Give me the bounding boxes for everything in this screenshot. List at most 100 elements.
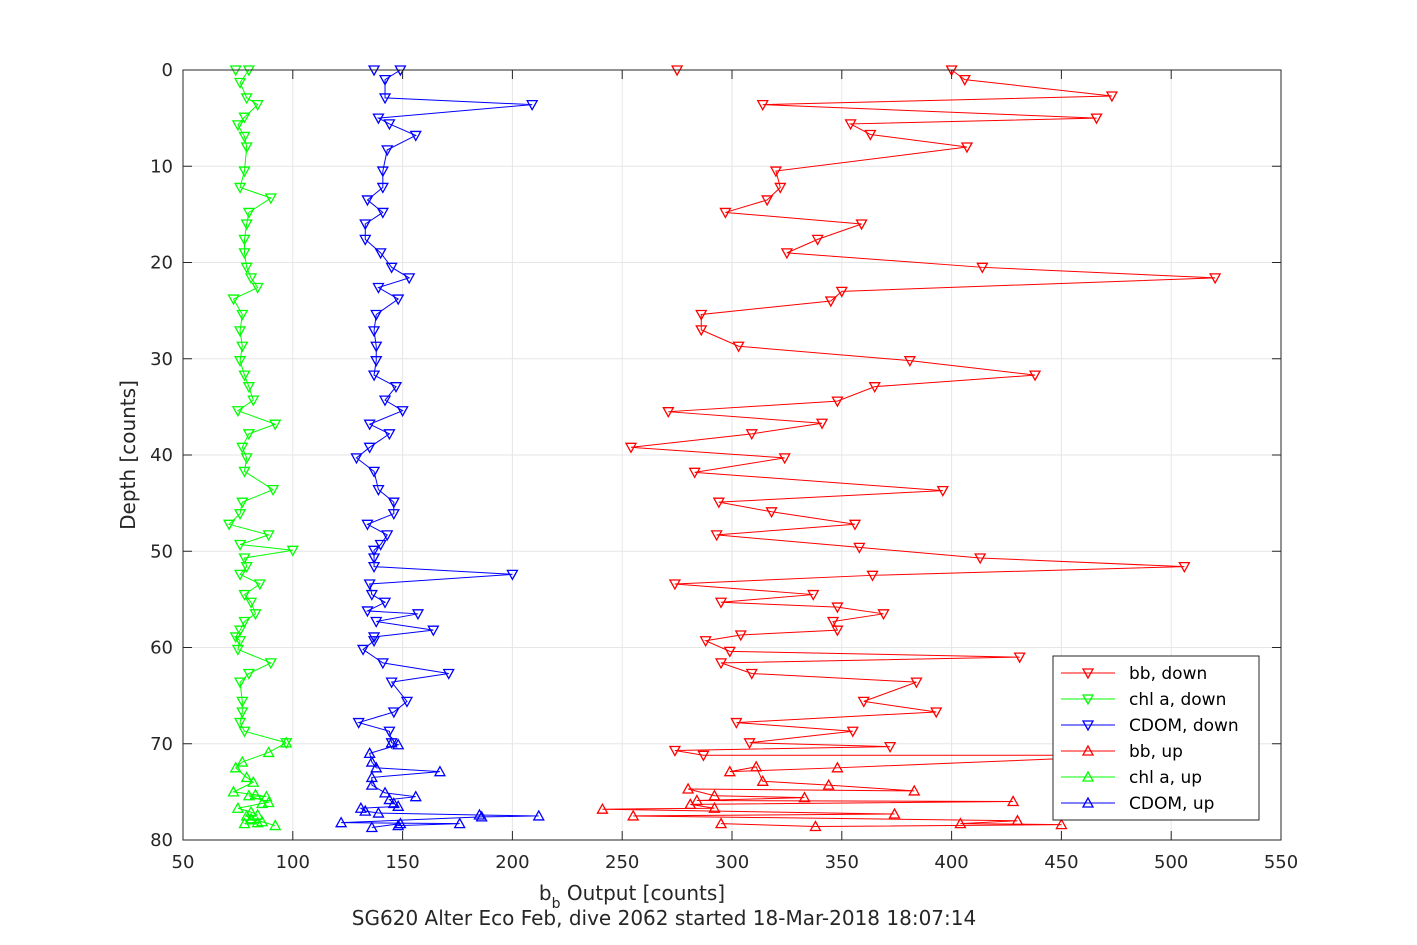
chl-down-point bbox=[227, 294, 240, 306]
bb-down-point bbox=[1209, 273, 1222, 285]
bb-down-point bbox=[697, 750, 710, 762]
bb-down-point bbox=[688, 467, 701, 479]
cdom-down-series bbox=[350, 65, 539, 750]
chart-title: SG620 Alter Eco Feb, dive 2062 started 1… bbox=[352, 906, 976, 930]
cdom-down-point bbox=[367, 370, 381, 382]
bb-up-point bbox=[1011, 814, 1024, 826]
legend-entry-label: bb, down bbox=[1129, 664, 1207, 684]
chl-up-point bbox=[255, 797, 269, 809]
cdom-up-point bbox=[378, 786, 392, 798]
bb-down-point bbox=[756, 100, 769, 111]
cdom-up-series bbox=[335, 736, 545, 833]
legend-entry-label: chl a, up bbox=[1129, 768, 1202, 788]
bb-down-point bbox=[815, 418, 829, 430]
cdom-down-point bbox=[387, 509, 400, 521]
cdom-down-point bbox=[359, 234, 372, 246]
chl-down-point bbox=[233, 677, 247, 689]
chl-up-point bbox=[231, 801, 245, 813]
bb-down-point bbox=[903, 356, 916, 368]
x-axis-label-rest: Output [counts] bbox=[560, 881, 725, 905]
bb-down-point bbox=[910, 677, 923, 689]
cdom-down-point bbox=[378, 597, 392, 609]
x-tick-label: 500 bbox=[1154, 852, 1188, 873]
cdom-down-point bbox=[409, 130, 422, 142]
chl-down-point bbox=[231, 644, 245, 656]
cdom-down-point bbox=[370, 356, 383, 368]
chl-down-point bbox=[233, 625, 247, 637]
cdom-down-point bbox=[392, 294, 405, 306]
cdom-down-point bbox=[363, 442, 376, 454]
bb-up-line bbox=[602, 754, 1143, 828]
cdom-down-point bbox=[381, 145, 394, 157]
chl-down-point bbox=[264, 658, 277, 670]
chl-down-point bbox=[233, 182, 247, 194]
bb-down-point bbox=[864, 129, 877, 141]
chl-down-point bbox=[238, 589, 251, 601]
cdom-up-point bbox=[392, 799, 405, 811]
bb-down-point bbox=[761, 195, 774, 207]
chl-down-point bbox=[264, 193, 277, 205]
bb-up-point bbox=[888, 807, 901, 819]
chl-down-point bbox=[240, 562, 253, 573]
data-series-layer bbox=[223, 65, 1222, 833]
legend-marker bbox=[1081, 694, 1095, 706]
cdom-down-point bbox=[389, 382, 403, 394]
chl-up-series bbox=[227, 736, 293, 831]
chl-up-point bbox=[229, 761, 242, 773]
cdom-down-point bbox=[359, 219, 372, 231]
bb-up-point bbox=[756, 774, 769, 786]
bb-down-point bbox=[745, 668, 758, 680]
chl-down-point bbox=[233, 509, 247, 521]
bb-up-point bbox=[1055, 818, 1068, 830]
bb-up-point bbox=[690, 794, 703, 806]
bb-up-point bbox=[723, 765, 736, 777]
chl-up-point bbox=[247, 775, 260, 787]
cdom-down-point bbox=[372, 282, 385, 294]
bb-up-point bbox=[908, 784, 921, 796]
chl-down-point bbox=[240, 219, 253, 231]
legend-box bbox=[1052, 655, 1260, 821]
cdom-down-point bbox=[370, 341, 383, 353]
y-tick-label: 10 bbox=[150, 156, 173, 177]
bb-down-point bbox=[780, 248, 794, 260]
bb-down-point bbox=[695, 309, 708, 321]
chl-down-point bbox=[240, 453, 253, 465]
chl-down-point bbox=[233, 77, 247, 89]
cdom-down-point bbox=[376, 182, 389, 194]
y-tick-label: 50 bbox=[150, 541, 173, 562]
chl-down-point bbox=[240, 93, 253, 105]
chl-down-point bbox=[233, 569, 247, 581]
bb-down-point bbox=[1178, 562, 1191, 573]
cdom-down-point bbox=[381, 530, 394, 542]
cdom-down-point bbox=[350, 453, 363, 465]
legend-marker bbox=[1081, 720, 1095, 732]
chl-down-point bbox=[236, 707, 249, 719]
bb-down-point bbox=[936, 485, 949, 497]
chl-down-series bbox=[223, 65, 299, 750]
bb-up-point bbox=[708, 789, 721, 801]
chl-down-point bbox=[233, 326, 247, 338]
cdom-up-point bbox=[370, 761, 383, 773]
axis-ticks: 50 100 150 200 250 300 350 400 450 500 550 0 10 20 30 4… bbox=[150, 60, 1298, 873]
chl-down-point bbox=[238, 553, 251, 565]
cdom-down-point bbox=[442, 668, 455, 680]
bb-down-series bbox=[624, 65, 1222, 762]
cdom-up-point bbox=[359, 804, 372, 816]
cdom-down-point bbox=[372, 113, 385, 125]
cdom-down-point bbox=[411, 609, 425, 621]
legend-marker bbox=[1081, 744, 1095, 756]
chl-down-point bbox=[233, 356, 247, 368]
y-tick-label: 80 bbox=[150, 830, 173, 851]
chl-up-point bbox=[249, 788, 262, 800]
bb-down-point bbox=[778, 453, 791, 465]
chl-down-point bbox=[238, 726, 251, 738]
chl-down-point bbox=[233, 717, 247, 729]
cdom-down-point bbox=[383, 429, 396, 441]
cdom-down-point bbox=[363, 579, 376, 591]
chl-up-point bbox=[280, 736, 293, 748]
cdom-down-point bbox=[376, 166, 389, 178]
bb-up-point bbox=[681, 782, 695, 794]
cdom-down-point bbox=[363, 419, 376, 431]
chl-up-point bbox=[255, 815, 269, 827]
